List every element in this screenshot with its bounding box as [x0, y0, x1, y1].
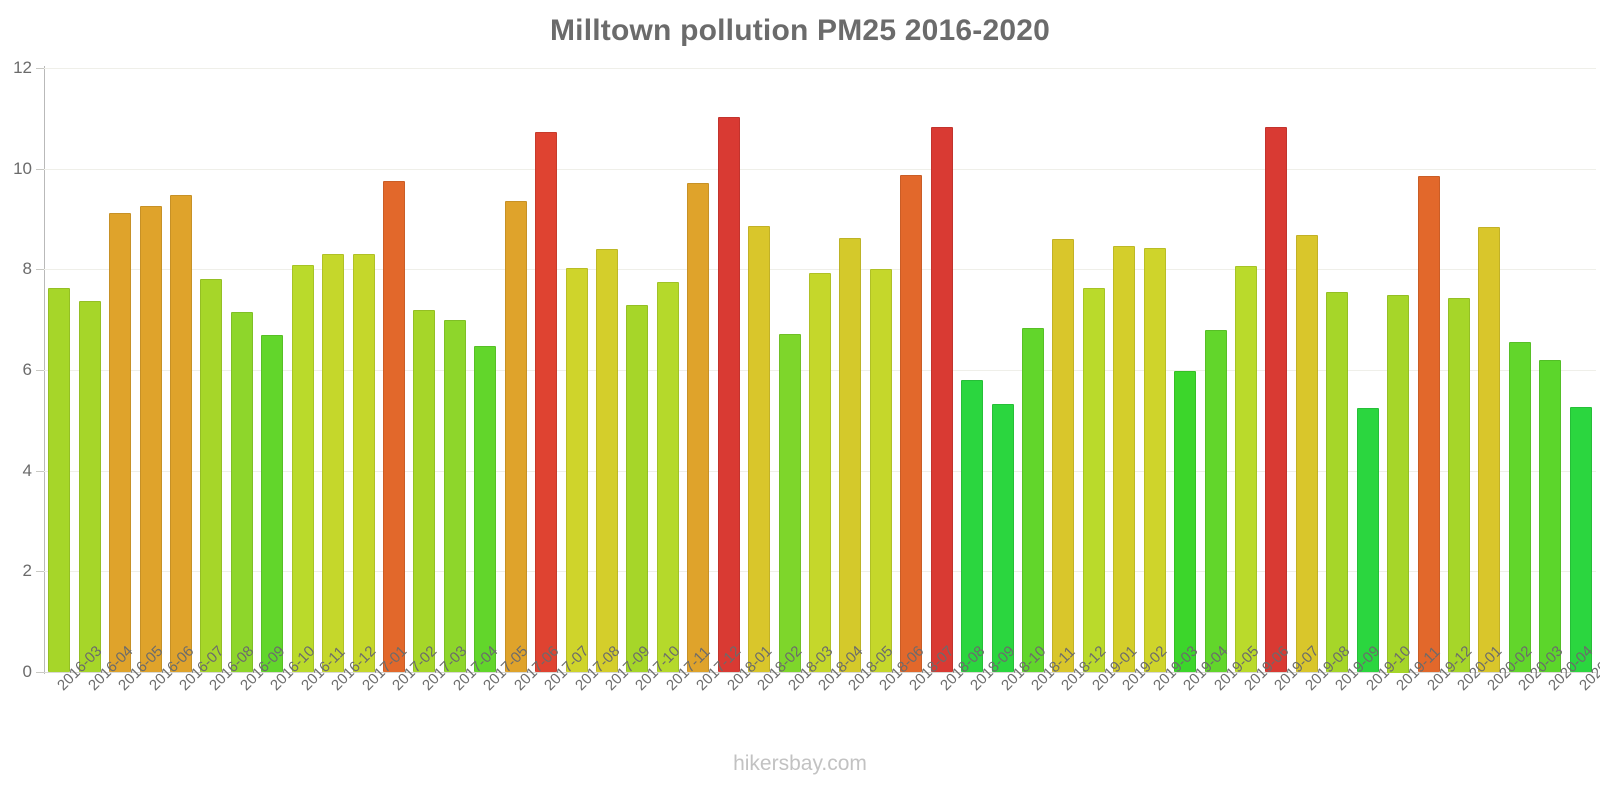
bar[interactable]: [140, 206, 162, 672]
page-title: Milltown pollution PM25 2016-2020: [549, 14, 1051, 47]
bar[interactable]: [200, 279, 222, 672]
bar[interactable]: [505, 201, 527, 672]
bar[interactable]: [931, 127, 953, 672]
bar[interactable]: [718, 117, 740, 672]
bar[interactable]: [292, 265, 314, 672]
y-tick-mark: [36, 370, 44, 371]
y-axis-tick-label: 4: [22, 461, 32, 480]
bar[interactable]: [1539, 360, 1561, 672]
bar[interactable]: [992, 404, 1014, 672]
y-axis-tick-label: 0: [22, 662, 32, 681]
bar[interactable]: [1144, 248, 1166, 672]
bar[interactable]: [1296, 235, 1318, 672]
bar[interactable]: [1326, 292, 1348, 672]
bar[interactable]: [1265, 127, 1287, 672]
bar[interactable]: [809, 273, 831, 672]
bar[interactable]: [657, 282, 679, 672]
bar[interactable]: [626, 305, 648, 672]
bar[interactable]: [1478, 227, 1500, 672]
y-axis-tick-label: 10: [13, 159, 32, 178]
gridline: [44, 672, 1596, 673]
bar[interactable]: [687, 183, 709, 672]
bar[interactable]: [231, 312, 253, 672]
bar[interactable]: [170, 195, 192, 672]
bar[interactable]: [1448, 298, 1470, 672]
bar[interactable]: [839, 238, 861, 672]
bar[interactable]: [1083, 288, 1105, 672]
y-tick-mark: [36, 471, 44, 472]
bar[interactable]: [474, 346, 496, 672]
y-tick-mark: [36, 571, 44, 572]
y-axis-tick-label: 8: [22, 259, 32, 278]
y-tick-mark: [36, 269, 44, 270]
bar[interactable]: [413, 310, 435, 672]
y-tick-mark: [36, 672, 44, 673]
bar[interactable]: [748, 226, 770, 672]
bar[interactable]: [1052, 239, 1074, 672]
bar[interactable]: [79, 301, 101, 672]
bar[interactable]: [535, 132, 557, 672]
y-axis-tick-label: 6: [22, 360, 32, 379]
bar[interactable]: [1570, 407, 1592, 672]
gridline: [44, 68, 1596, 69]
y-axis-tick-label: 12: [13, 58, 32, 77]
bar[interactable]: [261, 335, 283, 672]
bar[interactable]: [1174, 371, 1196, 672]
bar[interactable]: [1387, 295, 1409, 673]
bar[interactable]: [109, 213, 131, 672]
bar[interactable]: [870, 269, 892, 672]
bar[interactable]: [1509, 342, 1531, 672]
gridline: [44, 169, 1596, 170]
y-tick-mark: [36, 68, 44, 69]
source-watermark: hikersbay.com: [733, 752, 867, 775]
bar[interactable]: [1418, 176, 1440, 672]
y-axis-tick-label: 2: [22, 561, 32, 580]
bar[interactable]: [444, 320, 466, 672]
bar[interactable]: [48, 288, 70, 672]
bar[interactable]: [961, 380, 983, 672]
bar[interactable]: [566, 268, 588, 672]
bar[interactable]: [322, 254, 344, 672]
bar[interactable]: [596, 249, 618, 672]
bar[interactable]: [1235, 266, 1257, 672]
bar[interactable]: [1022, 328, 1044, 672]
bar[interactable]: [1205, 330, 1227, 672]
bar[interactable]: [353, 254, 375, 672]
bar[interactable]: [383, 181, 405, 672]
bar[interactable]: [900, 175, 922, 672]
gridline: [44, 269, 1596, 270]
bar[interactable]: [779, 334, 801, 672]
y-tick-mark: [36, 169, 44, 170]
bar[interactable]: [1357, 408, 1379, 672]
bar[interactable]: [1113, 246, 1135, 672]
